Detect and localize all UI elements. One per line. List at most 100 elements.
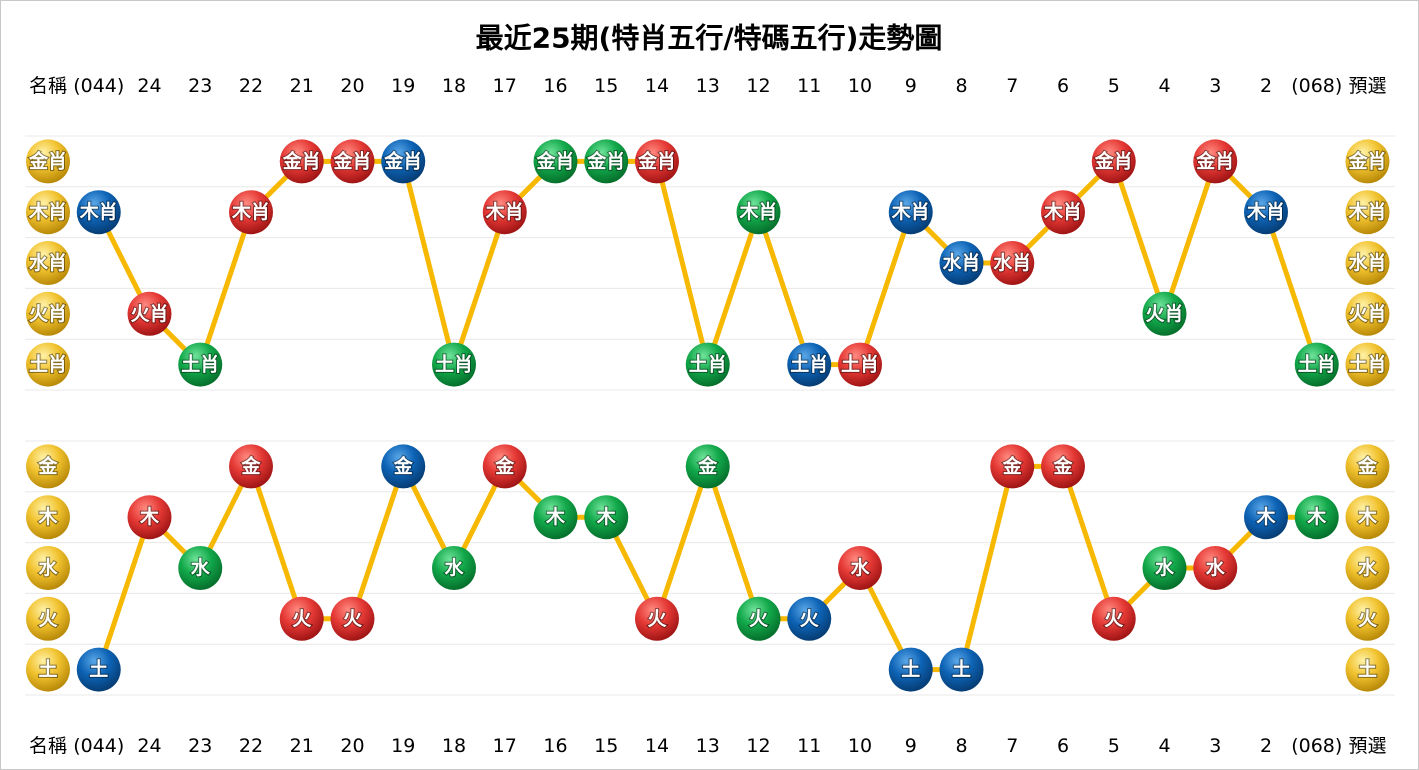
row-label: 水 xyxy=(38,557,58,579)
ball-label: 木肖 xyxy=(485,200,524,223)
row-label: 木肖 xyxy=(28,200,67,223)
row-label-ball xyxy=(26,596,70,641)
column-footer: 22 xyxy=(239,735,263,757)
ball-label: 木肖 xyxy=(891,200,930,223)
ball xyxy=(736,190,781,235)
column-footer: 24 xyxy=(137,735,161,757)
row-label: 金 xyxy=(1357,454,1378,477)
ball xyxy=(1091,139,1136,184)
column-footer: 23 xyxy=(188,735,212,757)
row-label: 木肖 xyxy=(1347,200,1386,223)
row-label: 金 xyxy=(37,454,58,477)
column-header: 名稱 xyxy=(29,75,67,97)
ball-label: 金 xyxy=(240,454,261,477)
row-label-ball xyxy=(1345,546,1390,590)
ball-label: 金肖 xyxy=(535,149,574,172)
ball xyxy=(1091,596,1136,641)
column-footer: 7 xyxy=(1006,735,1018,757)
ball-label: 金肖 xyxy=(637,149,676,172)
ball xyxy=(584,495,629,540)
row-label: 金肖 xyxy=(1347,149,1386,172)
column-footer: 15 xyxy=(594,735,618,757)
column-footer: 17 xyxy=(493,735,517,757)
column-header: 5 xyxy=(1108,75,1120,97)
row-label: 水肖 xyxy=(29,251,67,274)
ball xyxy=(939,647,984,692)
column-header: 23 xyxy=(188,75,212,97)
row-label-ball xyxy=(26,241,70,285)
ball-label: 金 xyxy=(1052,454,1073,477)
column-footer: 12 xyxy=(746,735,770,757)
ball-label: 木肖 xyxy=(79,200,118,223)
row-label-ball xyxy=(1345,190,1390,235)
ball-label: 木肖 xyxy=(1043,200,1082,223)
ball-label: 金肖 xyxy=(586,149,625,172)
ball xyxy=(1041,444,1085,489)
row-label-ball xyxy=(1345,342,1390,387)
column-header: 19 xyxy=(391,75,415,97)
column-header: 13 xyxy=(696,75,720,97)
column-header: (044) xyxy=(73,75,124,97)
ball xyxy=(888,647,933,692)
ball-label: 土 xyxy=(901,659,920,681)
row-label-ball xyxy=(1345,596,1390,641)
row-label-ball xyxy=(1345,139,1390,184)
row-label-ball xyxy=(26,291,70,336)
row-label: 土肖 xyxy=(1348,353,1386,376)
column-footer: 2 xyxy=(1260,735,1272,757)
column-footer: 預選 xyxy=(1348,735,1386,757)
ball xyxy=(685,342,730,387)
ball xyxy=(432,342,476,387)
column-footer: 8 xyxy=(955,735,967,757)
ball xyxy=(685,444,730,489)
column-header: 12 xyxy=(746,75,770,97)
column-footer: 名稱 xyxy=(29,735,67,757)
column-header: 11 xyxy=(797,75,821,97)
column-footer: 9 xyxy=(905,735,917,757)
ball xyxy=(76,190,121,235)
ball xyxy=(229,190,273,235)
ball xyxy=(888,190,933,235)
column-footer: 4 xyxy=(1158,735,1170,757)
row-label-ball xyxy=(26,495,70,540)
column-footer: (044) xyxy=(73,735,124,757)
row-label-ball xyxy=(26,546,70,590)
ball xyxy=(736,596,781,641)
ball xyxy=(229,444,273,489)
row-label-ball xyxy=(1345,444,1390,489)
ball xyxy=(127,495,172,540)
column-footer: 21 xyxy=(290,735,314,757)
column-header: 20 xyxy=(340,75,364,97)
column-header: 4 xyxy=(1158,75,1170,97)
ball xyxy=(990,444,1035,489)
ball-label: 金肖 xyxy=(332,149,371,172)
ball xyxy=(482,444,527,489)
ball xyxy=(381,139,426,184)
ball xyxy=(178,546,223,590)
ball-label: 木 xyxy=(1306,505,1327,528)
ball-label: 火肖 xyxy=(130,302,168,325)
ball-label: 火 xyxy=(1104,608,1124,630)
row-label: 土 xyxy=(1358,659,1377,681)
ball xyxy=(178,342,223,387)
row-label: 火肖 xyxy=(1348,302,1386,325)
ball xyxy=(939,241,984,285)
ball xyxy=(381,444,426,489)
ball-label: 木 xyxy=(1255,505,1276,528)
ball-label: 木 xyxy=(545,505,566,528)
ball-label: 木肖 xyxy=(738,200,777,223)
column-footer: 11 xyxy=(797,735,821,757)
column-footer: 10 xyxy=(848,735,872,757)
row-label: 木 xyxy=(1357,505,1378,528)
row-label: 金肖 xyxy=(28,149,67,172)
ball-label: 火 xyxy=(343,608,363,630)
ball xyxy=(533,495,578,540)
row-label-ball xyxy=(1345,495,1390,540)
column-header: 6 xyxy=(1057,75,1069,97)
column-header: 3 xyxy=(1209,75,1221,97)
column-footer: 14 xyxy=(645,735,669,757)
column-header: 22 xyxy=(239,75,263,97)
column-header: 8 xyxy=(955,75,967,97)
row-label-ball xyxy=(26,647,70,692)
column-footer: 18 xyxy=(442,735,466,757)
